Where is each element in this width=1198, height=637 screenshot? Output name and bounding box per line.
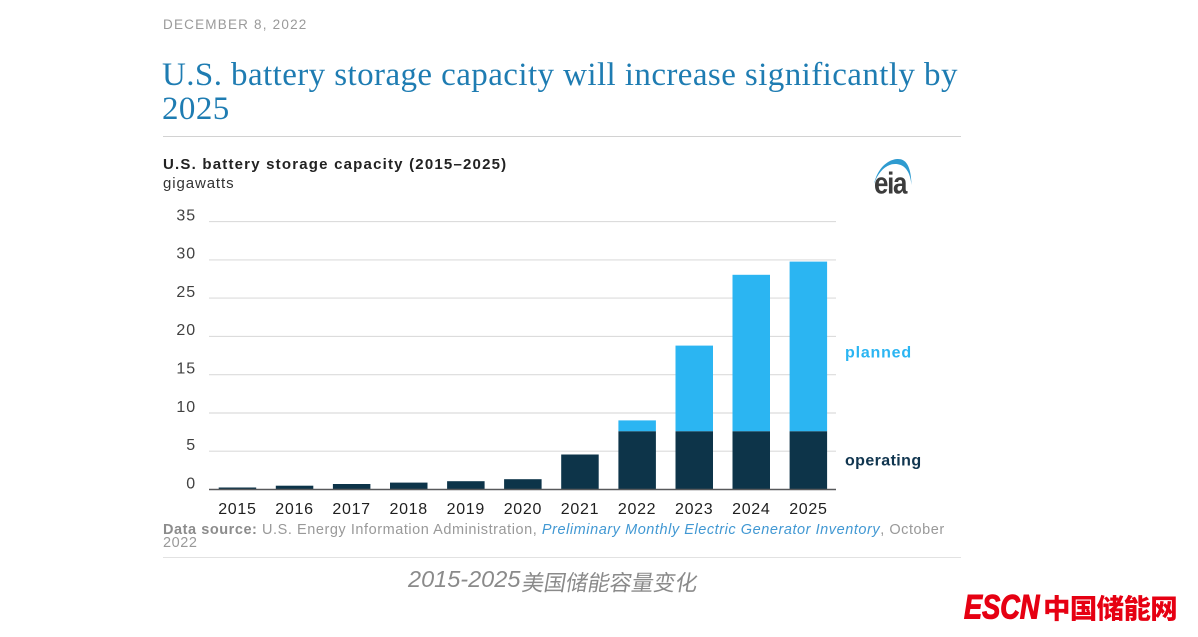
svg-text:2022: 2022 <box>618 501 656 518</box>
svg-text:25: 25 <box>176 284 196 301</box>
svg-text:2023: 2023 <box>675 501 713 518</box>
svg-text:2021: 2021 <box>561 501 599 518</box>
svg-text:2025: 2025 <box>789 501 827 518</box>
svg-text:ESCN: ESCN <box>964 587 1040 626</box>
svg-text:2018: 2018 <box>389 501 427 518</box>
svg-text:2015: 2015 <box>218 501 256 518</box>
svg-text:0: 0 <box>186 475 196 492</box>
svg-text:10: 10 <box>176 399 196 416</box>
svg-text:2016: 2016 <box>275 501 313 518</box>
svg-text:5: 5 <box>186 437 196 454</box>
svg-text:operating: operating <box>845 453 922 470</box>
svg-text:15: 15 <box>176 361 196 378</box>
svg-text:2024: 2024 <box>732 501 770 518</box>
svg-text:eia: eia <box>874 165 908 199</box>
svg-text:planned: planned <box>845 345 912 362</box>
svg-text:20: 20 <box>176 322 196 339</box>
svg-text:30: 30 <box>176 246 196 263</box>
svg-text:2019: 2019 <box>447 501 485 518</box>
svg-text:2017: 2017 <box>332 501 370 518</box>
svg-text:35: 35 <box>176 207 196 224</box>
svg-text:2020: 2020 <box>504 501 542 518</box>
